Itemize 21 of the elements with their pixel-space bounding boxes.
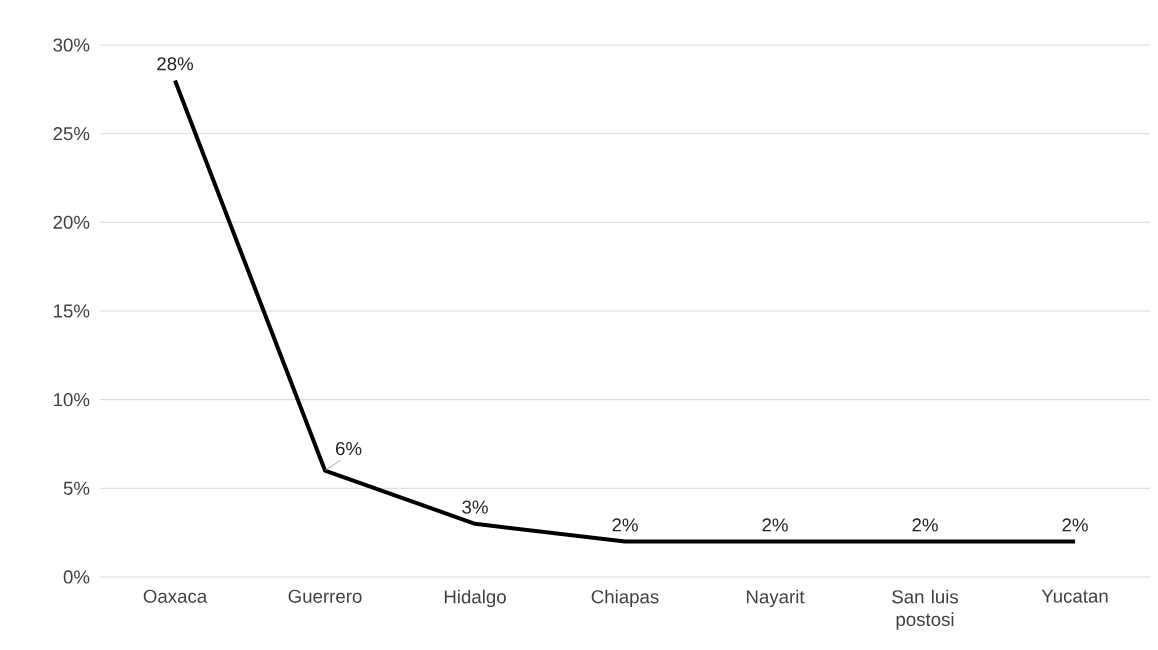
data-label: 6% xyxy=(335,441,362,456)
data-label: 2% xyxy=(1062,518,1088,532)
y-tick-label: 10% xyxy=(54,393,90,407)
y-tick-label: 5% xyxy=(63,481,90,495)
data-label: 2% xyxy=(762,518,788,532)
x-tick-label: Oaxaca xyxy=(143,589,208,603)
data-label: 3% xyxy=(462,500,488,514)
x-tick-label: Hidalgo xyxy=(444,589,506,608)
x-tick-label: Chiapas xyxy=(591,589,659,608)
y-tick-label: 15% xyxy=(54,304,90,318)
data-label: 28% xyxy=(157,57,194,71)
y-tick-label: 0% xyxy=(63,570,90,584)
data-label: 2% xyxy=(912,518,938,532)
x-tick-label: Guerrero xyxy=(288,589,362,603)
x-tick-label: Nayarit xyxy=(746,589,805,608)
y-tick-label: 30% xyxy=(53,38,90,52)
y-tick-label: 20% xyxy=(53,215,90,229)
x-tick-label: San luis postosi xyxy=(892,589,959,630)
y-tick-label: 25% xyxy=(53,127,90,141)
x-tick-label: Yucatan xyxy=(1041,589,1108,603)
data-label: 2% xyxy=(612,518,638,532)
